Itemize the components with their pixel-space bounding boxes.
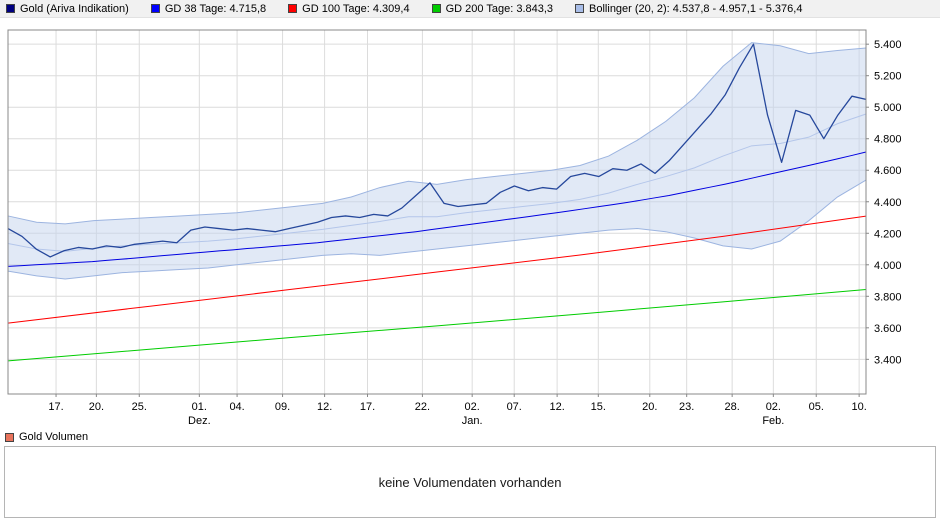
svg-text:3.600: 3.600 [874, 323, 902, 335]
svg-text:Feb.: Feb. [762, 415, 784, 426]
svg-text:5.400: 5.400 [874, 39, 902, 51]
svg-text:Dez.: Dez. [188, 415, 211, 426]
svg-text:17.: 17. [48, 401, 63, 413]
svg-text:05.: 05. [809, 401, 824, 413]
legend-label: GD 38 Tage: 4.715,8 [164, 2, 267, 15]
legend-swatch [431, 4, 441, 13]
chart-legend: Gold (Ariva Indikation) GD 38 Tage: 4.715… [0, 0, 940, 18]
svg-text:17.: 17. [360, 401, 375, 413]
svg-text:5.000: 5.000 [874, 102, 902, 114]
svg-text:4.000: 4.000 [874, 260, 902, 272]
legend-item: GD 200 Tage: 3.843,3 [431, 2, 554, 15]
svg-text:07.: 07. [507, 401, 522, 413]
svg-text:01.: 01. [192, 401, 207, 413]
price-chart-svg: 5.400 5.200 5.000 4.800 4.600 4.400 4.200 4.000… [7, 29, 902, 427]
svg-text:Jan.: Jan. [462, 415, 483, 426]
legend-swatch [6, 4, 15, 13]
svg-text:15.: 15. [591, 401, 606, 413]
svg-text:02.: 02. [465, 401, 480, 413]
svg-text:28.: 28. [725, 401, 740, 413]
svg-text:3.800: 3.800 [874, 291, 902, 303]
volume-legend-label: Gold Volumen [19, 431, 89, 443]
legend-swatch [575, 4, 585, 13]
price-chart: 5.400 5.200 5.000 4.800 4.600 4.400 4.200 4.000… [0, 18, 940, 429]
svg-text:23.: 23. [679, 401, 694, 413]
svg-text:22.: 22. [415, 401, 430, 413]
legend-swatch [288, 4, 298, 13]
volume-legend: Gold Volumen [0, 429, 940, 445]
svg-text:04.: 04. [229, 401, 244, 413]
legend-label: Gold (Ariva Indikation) [20, 2, 129, 15]
svg-text:5.200: 5.200 [874, 71, 902, 83]
volume-legend-swatch [5, 432, 14, 442]
svg-text:12.: 12. [549, 401, 564, 413]
svg-text:4.200: 4.200 [874, 228, 902, 240]
volume-empty-message: keine Volumendaten vorhanden [378, 474, 562, 490]
legend-label: GD 100 Tage: 4.309,4 [302, 2, 410, 15]
svg-text:12.: 12. [317, 401, 332, 413]
legend-label: Bollinger (20, 2): 4.537,8 - 4.957,1 - 5… [589, 2, 803, 15]
legend-item: GD 38 Tage: 4.715,8 [150, 2, 267, 15]
legend-item: Bollinger (20, 2): 4.537,8 - 4.957,1 - 5… [575, 3, 802, 15]
svg-text:02.: 02. [766, 401, 781, 413]
svg-text:4.800: 4.800 [874, 134, 902, 146]
svg-text:20.: 20. [89, 401, 104, 413]
svg-text:4.600: 4.600 [874, 165, 902, 177]
svg-text:4.400: 4.400 [874, 197, 902, 209]
svg-text:10.: 10. [851, 401, 866, 413]
legend-item: GD 100 Tage: 4.309,4 [288, 2, 410, 15]
volume-panel: keine Volumendaten vorhanden [4, 446, 936, 518]
legend-item: Gold (Ariva Indikation) [6, 3, 129, 15]
svg-text:09.: 09. [275, 401, 290, 413]
svg-text:20.: 20. [642, 401, 657, 413]
svg-text:25.: 25. [132, 401, 147, 413]
legend-swatch [150, 4, 160, 13]
legend-label: GD 200 Tage: 3.843,3 [445, 2, 554, 15]
svg-text:3.400: 3.400 [874, 354, 902, 366]
